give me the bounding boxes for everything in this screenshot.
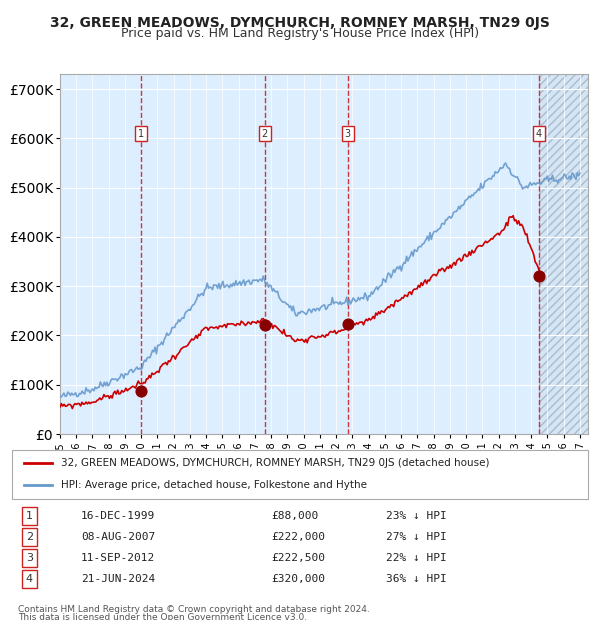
Text: 2: 2 [262, 128, 268, 138]
Text: 3: 3 [344, 128, 350, 138]
Text: HPI: Average price, detached house, Folkestone and Hythe: HPI: Average price, detached house, Folk… [61, 480, 367, 490]
Text: 4: 4 [536, 128, 542, 138]
Text: 22% ↓ HPI: 22% ↓ HPI [386, 553, 447, 563]
Text: £88,000: £88,000 [271, 511, 319, 521]
Text: 11-SEP-2012: 11-SEP-2012 [81, 553, 155, 563]
Text: £222,500: £222,500 [271, 553, 325, 563]
Text: £320,000: £320,000 [271, 574, 325, 584]
Text: 1: 1 [137, 128, 143, 138]
Text: This data is licensed under the Open Government Licence v3.0.: This data is licensed under the Open Gov… [18, 613, 307, 620]
Text: 32, GREEN MEADOWS, DYMCHURCH, ROMNEY MARSH, TN29 0JS: 32, GREEN MEADOWS, DYMCHURCH, ROMNEY MAR… [50, 16, 550, 30]
Text: £222,000: £222,000 [271, 532, 325, 542]
Text: 16-DEC-1999: 16-DEC-1999 [81, 511, 155, 521]
Text: 1: 1 [26, 511, 33, 521]
Point [343, 319, 352, 329]
Text: 2: 2 [26, 532, 33, 542]
Point [260, 320, 269, 330]
Text: Price paid vs. HM Land Registry's House Price Index (HPI): Price paid vs. HM Land Registry's House … [121, 27, 479, 40]
Point [136, 386, 145, 396]
Text: 27% ↓ HPI: 27% ↓ HPI [386, 532, 447, 542]
Point [534, 272, 544, 281]
Bar [539, 74, 588, 434]
Text: 36% ↓ HPI: 36% ↓ HPI [386, 574, 447, 584]
Bar [539, 74, 588, 434]
Text: 21-JUN-2024: 21-JUN-2024 [81, 574, 155, 584]
Text: 23% ↓ HPI: 23% ↓ HPI [386, 511, 447, 521]
Text: 32, GREEN MEADOWS, DYMCHURCH, ROMNEY MARSH, TN29 0JS (detached house): 32, GREEN MEADOWS, DYMCHURCH, ROMNEY MAR… [61, 458, 490, 468]
Text: Contains HM Land Registry data © Crown copyright and database right 2024.: Contains HM Land Registry data © Crown c… [18, 604, 370, 614]
FancyBboxPatch shape [12, 450, 588, 499]
Text: 4: 4 [26, 574, 33, 584]
Text: 3: 3 [26, 553, 33, 563]
Text: 08-AUG-2007: 08-AUG-2007 [81, 532, 155, 542]
